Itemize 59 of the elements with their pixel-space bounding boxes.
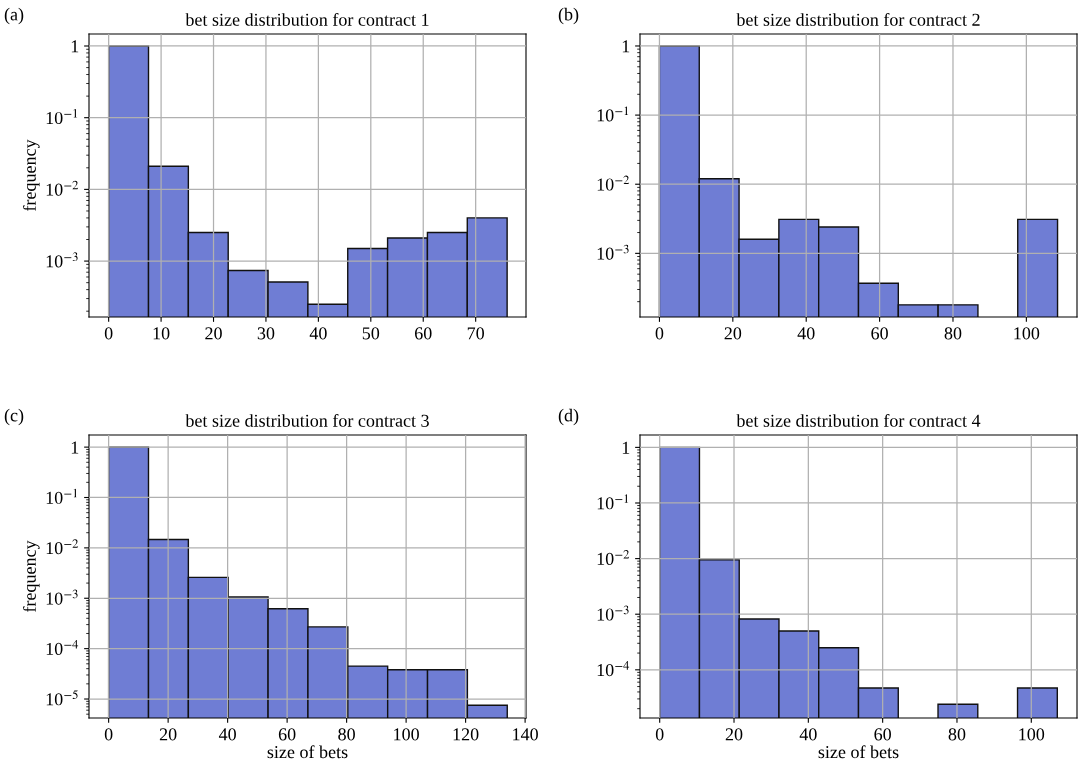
x-tick-label: 0 [655,728,664,741]
y-tick-label: 10$^{−2}$ [46,539,79,555]
x-tick-label: 80 [944,327,962,340]
chart-title: bet size distribution for contract 3 [185,413,429,427]
x-tick-label: 20 [159,728,177,741]
x-tick-label: 60 [414,327,432,340]
y-tick-label: 10$^{−3}$ [46,589,78,605]
y-tick-label: 10$^{−1}$ [46,108,78,125]
x-tick-label: 40 [799,728,817,741]
y-tick-label: 10$^{−4}$ [597,661,630,677]
chart-title: bet size distribution for contract 4 [736,413,981,427]
y-tick-label: 10$^{−4}$ [46,639,79,656]
x-tick-label: 20 [725,728,743,741]
y-tick-label: 10$^{−2}$ [597,175,630,191]
y-tick-label: 10$^{−3}$ [597,605,629,621]
y-tick-label: 10$^{−3}$ [46,252,78,268]
text: (c) [4,408,24,426]
text: (a) [4,7,24,25]
x-tick-label: 10 [153,327,170,340]
x-axis-title: size of bets [267,745,348,759]
x-tick-label: 40 [309,327,327,340]
y-tick-label: 10$^{−1}$ [46,488,78,504]
x-tick-label: 60 [278,728,296,741]
x-tick-label: 100 [1019,728,1045,741]
x-axis-title: size of bets [818,745,899,759]
y-tick-label: 10$^{−5}$ [46,690,78,706]
x-tick-label: 80 [338,728,355,741]
y-tick-label: 1 [71,441,79,454]
x-tick-label: 100 [1014,327,1040,340]
y-tick-label: 10$^{−1}$ [597,494,629,510]
chart-title: bet size distribution for contract 2 [736,12,980,26]
x-tick-label: 30 [257,327,275,340]
x-tick-label: 40 [797,327,815,340]
x-tick-label: 20 [205,327,222,340]
y-tick-label: 1 [622,40,630,53]
y-tick-label: 10$^{−2}$ [597,549,630,565]
x-tick-label: 120 [453,728,479,741]
chart-title: bet size distribution for contract 1 [185,12,429,26]
x-tick-label: 20 [724,327,742,340]
x-tick-label: 0 [655,327,664,340]
y-tick-label: 1 [71,40,79,53]
y-tick-label: 10$^{−1}$ [597,106,629,122]
x-tick-label: 0 [104,728,113,741]
x-tick-label: 40 [218,728,236,741]
y-tick-label: 1 [622,441,630,454]
x-tick-label: 140 [513,728,538,741]
y-axis-title: frequency [22,139,40,212]
x-tick-label: 50 [362,327,380,340]
x-tick-label: 0 [104,327,113,340]
x-tick-label: 60 [871,327,888,340]
text: (b) [558,7,579,25]
x-tick-label: 60 [874,728,891,741]
text: (d) [558,408,579,426]
x-tick-label: 70 [467,327,485,340]
x-tick-label: 80 [948,728,966,741]
y-axis-title: frequency [22,540,40,613]
y-tick-label: 10$^{−2}$ [46,180,79,196]
x-tick-label: 100 [394,728,419,741]
y-tick-label: 10$^{−3}$ [597,244,629,260]
